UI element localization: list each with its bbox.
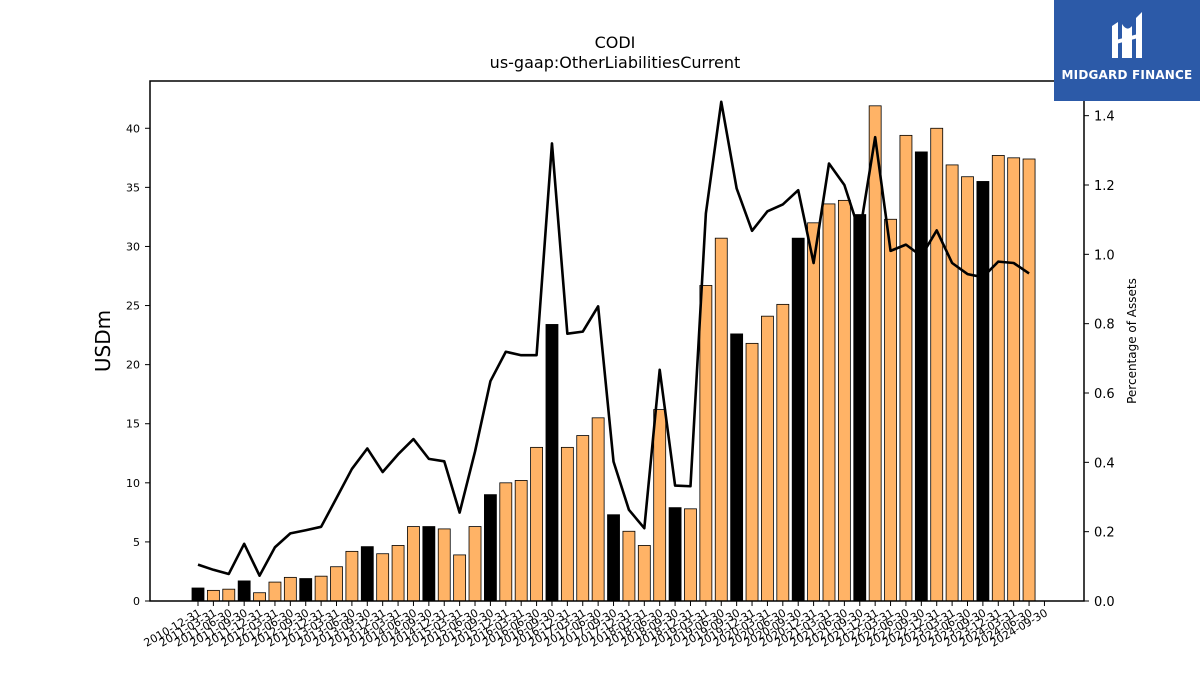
bar-quarter bbox=[745, 342, 759, 602]
bar-annual bbox=[976, 181, 990, 602]
bar-annual bbox=[422, 526, 436, 602]
bar-quarter bbox=[376, 553, 390, 602]
bar-annual bbox=[484, 494, 497, 602]
bar-quarter bbox=[930, 127, 944, 602]
y-tick-label: 15 bbox=[126, 418, 140, 431]
bar-annual bbox=[191, 587, 205, 602]
bar-quarter bbox=[499, 482, 513, 602]
bar-quarter bbox=[899, 134, 913, 602]
bar-quarter bbox=[868, 105, 882, 602]
bar-quarter bbox=[945, 164, 959, 602]
bar-quarter bbox=[314, 575, 328, 602]
bar-quarter bbox=[222, 588, 236, 602]
bar-quarter bbox=[253, 592, 266, 602]
bar-quarter bbox=[776, 303, 790, 602]
chart-subtitle: us-gaap:OtherLiabilitiesCurrent bbox=[490, 53, 741, 72]
bar-quarter bbox=[391, 545, 405, 602]
y2-tick-label: 1.4 bbox=[1094, 110, 1115, 125]
bar-quarter bbox=[437, 528, 451, 602]
y-tick-label: 35 bbox=[126, 181, 140, 194]
y2-axis-label: Percentage of Assets bbox=[1125, 278, 1139, 404]
bar-quarter bbox=[206, 589, 220, 602]
bar-quarter bbox=[283, 576, 297, 602]
bar-quarter bbox=[622, 530, 636, 602]
bar-quarter bbox=[837, 199, 851, 602]
bar-annual bbox=[607, 514, 620, 602]
y2-tick-label: 0.8 bbox=[1094, 318, 1115, 333]
bar-annual bbox=[914, 151, 928, 602]
bar-annual bbox=[668, 507, 682, 602]
bar-annual bbox=[360, 546, 374, 602]
line-series bbox=[197, 100, 1030, 577]
bar-series bbox=[191, 105, 1036, 602]
bar-quarter bbox=[591, 417, 605, 602]
bar-quarter bbox=[699, 285, 713, 602]
y-tick-label: 30 bbox=[126, 240, 140, 253]
bar-quarter bbox=[514, 480, 528, 602]
bar-quarter bbox=[822, 203, 836, 602]
y2-tick-label: 0.6 bbox=[1094, 387, 1115, 402]
bar-quarter bbox=[468, 526, 482, 602]
bar-annual bbox=[791, 237, 805, 602]
y2-tick-label: 0.2 bbox=[1094, 526, 1115, 541]
y2-tick-label: 1.2 bbox=[1094, 179, 1115, 194]
y2-tick-label: 0.0 bbox=[1094, 595, 1115, 610]
bar-quarter bbox=[407, 526, 420, 602]
chart-title: CODI bbox=[595, 33, 636, 52]
bar-quarter bbox=[345, 550, 359, 602]
y2-tick-label: 1.0 bbox=[1094, 248, 1115, 263]
bar-quarter bbox=[684, 508, 697, 602]
bar-quarter bbox=[653, 409, 667, 602]
bar-annual bbox=[299, 578, 313, 602]
midgard-finance-logo: MIDGARD FINANCE bbox=[1054, 0, 1200, 101]
bar-quarter bbox=[884, 218, 897, 602]
bar-quarter bbox=[1022, 158, 1036, 602]
logo-mark-icon bbox=[1112, 12, 1142, 58]
y-tick-label: 5 bbox=[133, 536, 140, 549]
y-tick-label: 10 bbox=[126, 477, 140, 490]
bar-quarter bbox=[637, 545, 651, 602]
bar-quarter bbox=[961, 176, 974, 602]
y-tick-label: 0 bbox=[133, 595, 140, 608]
y2-tick-label: 0.4 bbox=[1094, 456, 1115, 471]
bar-quarter bbox=[268, 581, 282, 602]
bar-quarter bbox=[576, 435, 590, 602]
percentage-line bbox=[197, 100, 1030, 577]
bar-quarter bbox=[330, 566, 343, 602]
bar-quarter bbox=[453, 554, 467, 602]
logo-text: MIDGARD FINANCE bbox=[1061, 68, 1193, 82]
bar-quarter bbox=[530, 446, 543, 602]
bar-annual bbox=[730, 333, 744, 602]
y-tick-label: 20 bbox=[126, 359, 140, 372]
bar-quarter bbox=[714, 237, 728, 602]
y-axis-label: USDm bbox=[91, 310, 115, 372]
bar-annual bbox=[853, 214, 867, 602]
axes: 0 5 10 15 20 25 30 35 40 0.0 0.2 0.4 0.6 0.8 1.0 1.2 1.4… bbox=[126, 80, 1115, 650]
bar-quarter bbox=[1007, 157, 1021, 602]
bar-annual bbox=[545, 324, 559, 602]
bar-quarter bbox=[807, 222, 820, 602]
bar-quarter bbox=[560, 446, 574, 602]
y-tick-label: 40 bbox=[126, 122, 140, 135]
bar-annual bbox=[237, 580, 251, 602]
bar-quarter bbox=[991, 155, 1005, 602]
y-tick-label: 25 bbox=[126, 300, 140, 313]
plot-frame bbox=[149, 80, 1085, 602]
bar-quarter bbox=[761, 315, 774, 602]
